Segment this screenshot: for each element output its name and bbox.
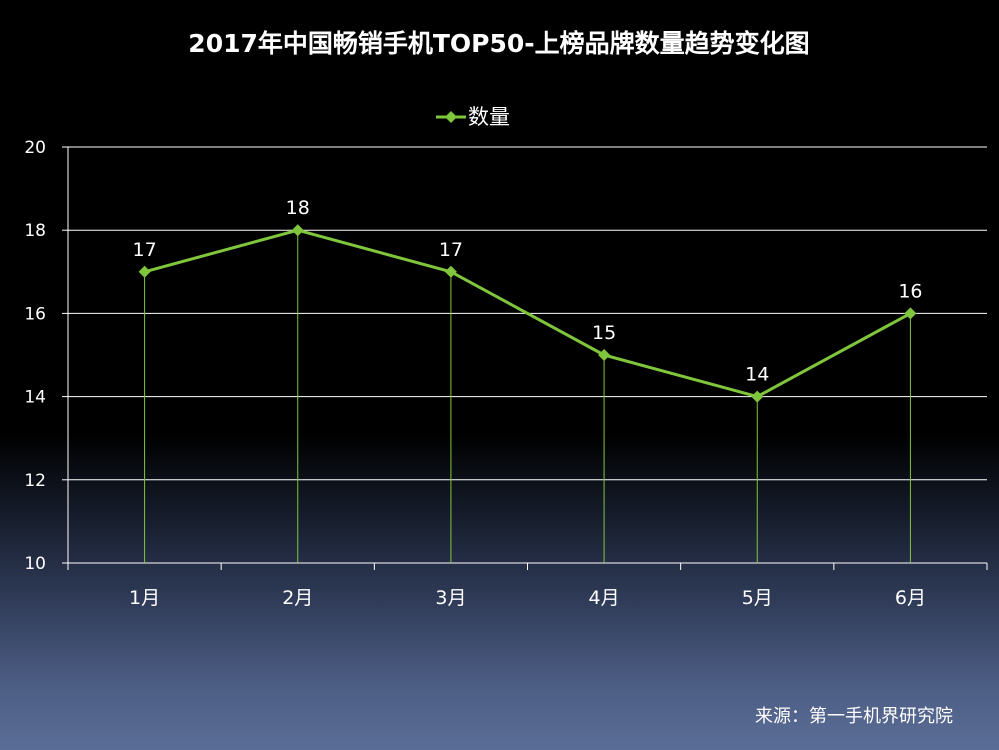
data-label-6月: 16 [898,280,922,302]
series-line-数量 [144,228,912,399]
data-label-5月: 14 [745,364,769,386]
x-category-label-5: 5月 [742,587,773,609]
y-tick-label-12: 12 [24,471,46,491]
data-marker-2月 [291,224,304,237]
drop-lines [144,230,911,563]
data-marker-3月 [444,265,457,278]
legend-diamond-marker [445,111,457,123]
x-category-label-2: 2月 [282,587,313,609]
y-axis-tick-labels: 10 12 14 16 18 20 [24,138,46,574]
data-marker-4月 [598,349,611,361]
legend: 数量 [436,105,510,129]
series-line [144,228,912,399]
data-marker-5月 [751,390,764,403]
axes [62,146,988,570]
x-category-label-4: 4月 [589,587,620,609]
y-tick-label-16: 16 [24,304,46,324]
data-label-3月: 17 [439,239,463,261]
data-label-2月: 18 [286,197,310,219]
x-category-label-6: 6月 [895,587,926,609]
data-marker-1月 [138,265,151,278]
data-markers [138,224,917,403]
y-tick-label-20: 20 [24,138,46,158]
x-category-label-1: 1月 [129,587,160,609]
y-tick-label-14: 14 [24,388,46,408]
x-axis-category-labels: 1月 2月 3月 4月 5月 6月 [129,587,926,609]
data-marker-6月 [904,307,917,320]
legend-series-name: 数量 [468,105,510,129]
x-category-label-3: 3月 [435,587,466,609]
chart-title: 2017年中国畅销手机TOP50-上榜品牌数量趋势变化图 [188,29,809,58]
data-labels: 17 18 17 15 14 16 [132,197,922,385]
source-note: 来源：第一手机界研究院 [755,706,953,727]
y-tick-label-18: 18 [24,221,46,241]
data-label-1月: 17 [132,239,156,261]
data-label-4月: 15 [592,322,616,344]
gridlines [68,146,987,481]
y-tick-label-10: 10 [24,554,46,574]
